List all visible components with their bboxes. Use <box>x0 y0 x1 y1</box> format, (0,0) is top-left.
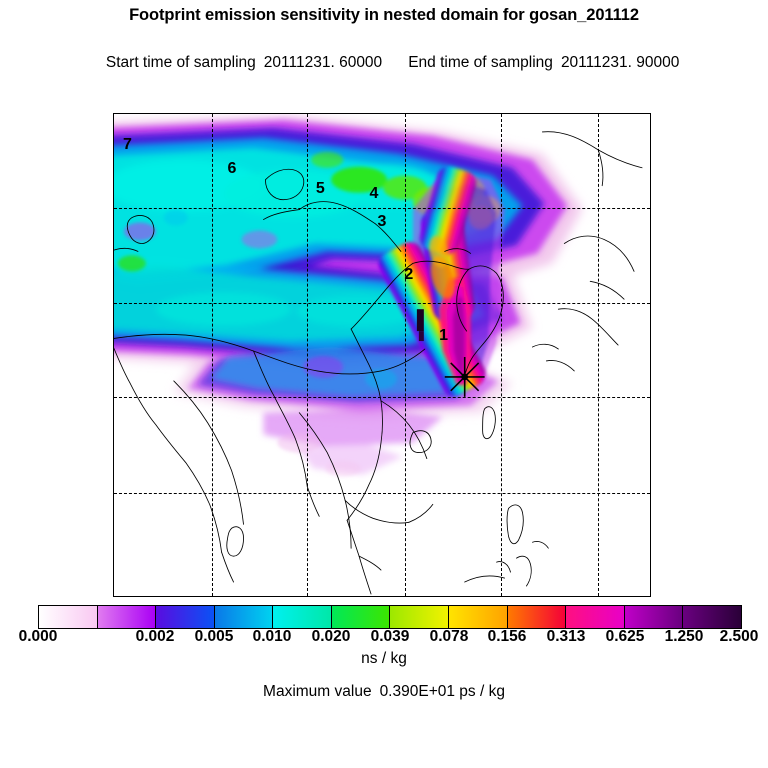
colorbar-band <box>331 606 391 628</box>
start-time-value: 20111231. 60000 <box>263 54 383 71</box>
maximum-value-line: Maximum value 0.390E+01 ps / kg <box>0 683 768 701</box>
colorbar-tick: 0.010 <box>252 628 292 645</box>
gridline-vertical <box>306 114 308 596</box>
end-time-label: End time of sampling <box>408 54 553 71</box>
colorbar-band <box>214 606 274 628</box>
release-site-marker <box>444 356 485 397</box>
coastline-overlay <box>114 131 643 595</box>
gridline-horizontal <box>114 302 650 304</box>
page-title: Footprint emission sensitivity in nested… <box>129 6 639 24</box>
start-time-label: Start time of sampling <box>105 54 256 71</box>
colorbar-band <box>683 606 741 628</box>
colorbar-tick: 0.002 <box>135 628 175 645</box>
trajectory-day-label-5: 5 <box>315 179 325 197</box>
sampling-time-line: Start time of sampling 20111231. 60000 End… <box>0 25 768 100</box>
trajectory-labels: 7 6 5 4 3 2 1 <box>114 114 650 596</box>
colorbar-tick: 0.078 <box>429 628 469 645</box>
end-time-value: 20111231. 90000 <box>560 54 680 71</box>
maximum-value-value: 0.390E+01 ps / kg <box>379 683 505 700</box>
colorbar-tick: 0.313 <box>546 628 586 645</box>
colorbar[interactable] <box>38 605 742 629</box>
trajectory-day-label-7: 7 <box>122 136 132 154</box>
trajectory-day-label-1: 1 <box>439 326 449 344</box>
gridline-vertical <box>211 114 213 596</box>
colorbar-tick: 0.156 <box>487 628 527 645</box>
grid-overlay <box>114 114 650 596</box>
colorbar-tick: 2.500 <box>719 628 759 645</box>
trajectory-day-label-6: 6 <box>227 160 237 178</box>
colorbar-band <box>39 606 98 628</box>
gridline-vertical <box>404 114 406 596</box>
gridline-vertical <box>500 114 502 596</box>
gridline-horizontal <box>114 397 650 399</box>
gridline-vertical <box>598 114 599 596</box>
colorbar-band <box>624 606 684 628</box>
colorbar-band <box>449 606 508 628</box>
trajectory-day-label-4: 4 <box>369 184 379 202</box>
gridline-horizontal <box>114 493 650 495</box>
gridline-horizontal <box>114 208 650 210</box>
colorbar-tick: 0.039 <box>370 628 410 645</box>
map-plot[interactable]: 7 6 5 4 3 2 1 <box>113 113 651 597</box>
colorbar-band <box>390 606 450 628</box>
colorbar-band <box>273 606 332 628</box>
trajectory-day-label-2: 2 <box>404 266 414 284</box>
colorbar-band <box>566 606 625 628</box>
colorbar-tick: 0.625 <box>605 628 645 645</box>
trajectory-day-label-3: 3 <box>377 213 387 231</box>
colorbar-unit-label: ns / kg <box>361 650 407 667</box>
footprint-field <box>114 115 583 477</box>
colorbar-tick: 1.250 <box>664 628 704 645</box>
colorbar-tick: 0.020 <box>311 628 351 645</box>
colorbar-band <box>507 606 567 628</box>
maximum-value-label: Maximum value <box>263 683 372 700</box>
colorbar-tick: 0.000 <box>18 628 58 645</box>
colorbar-band <box>156 606 215 628</box>
colorbar-tick: 0.005 <box>194 628 234 645</box>
colorbar-tick-labels: 0.000 0.002 0.005 0.010 0.020 0.039 0.07… <box>0 628 768 648</box>
colorbar-band <box>97 606 157 628</box>
